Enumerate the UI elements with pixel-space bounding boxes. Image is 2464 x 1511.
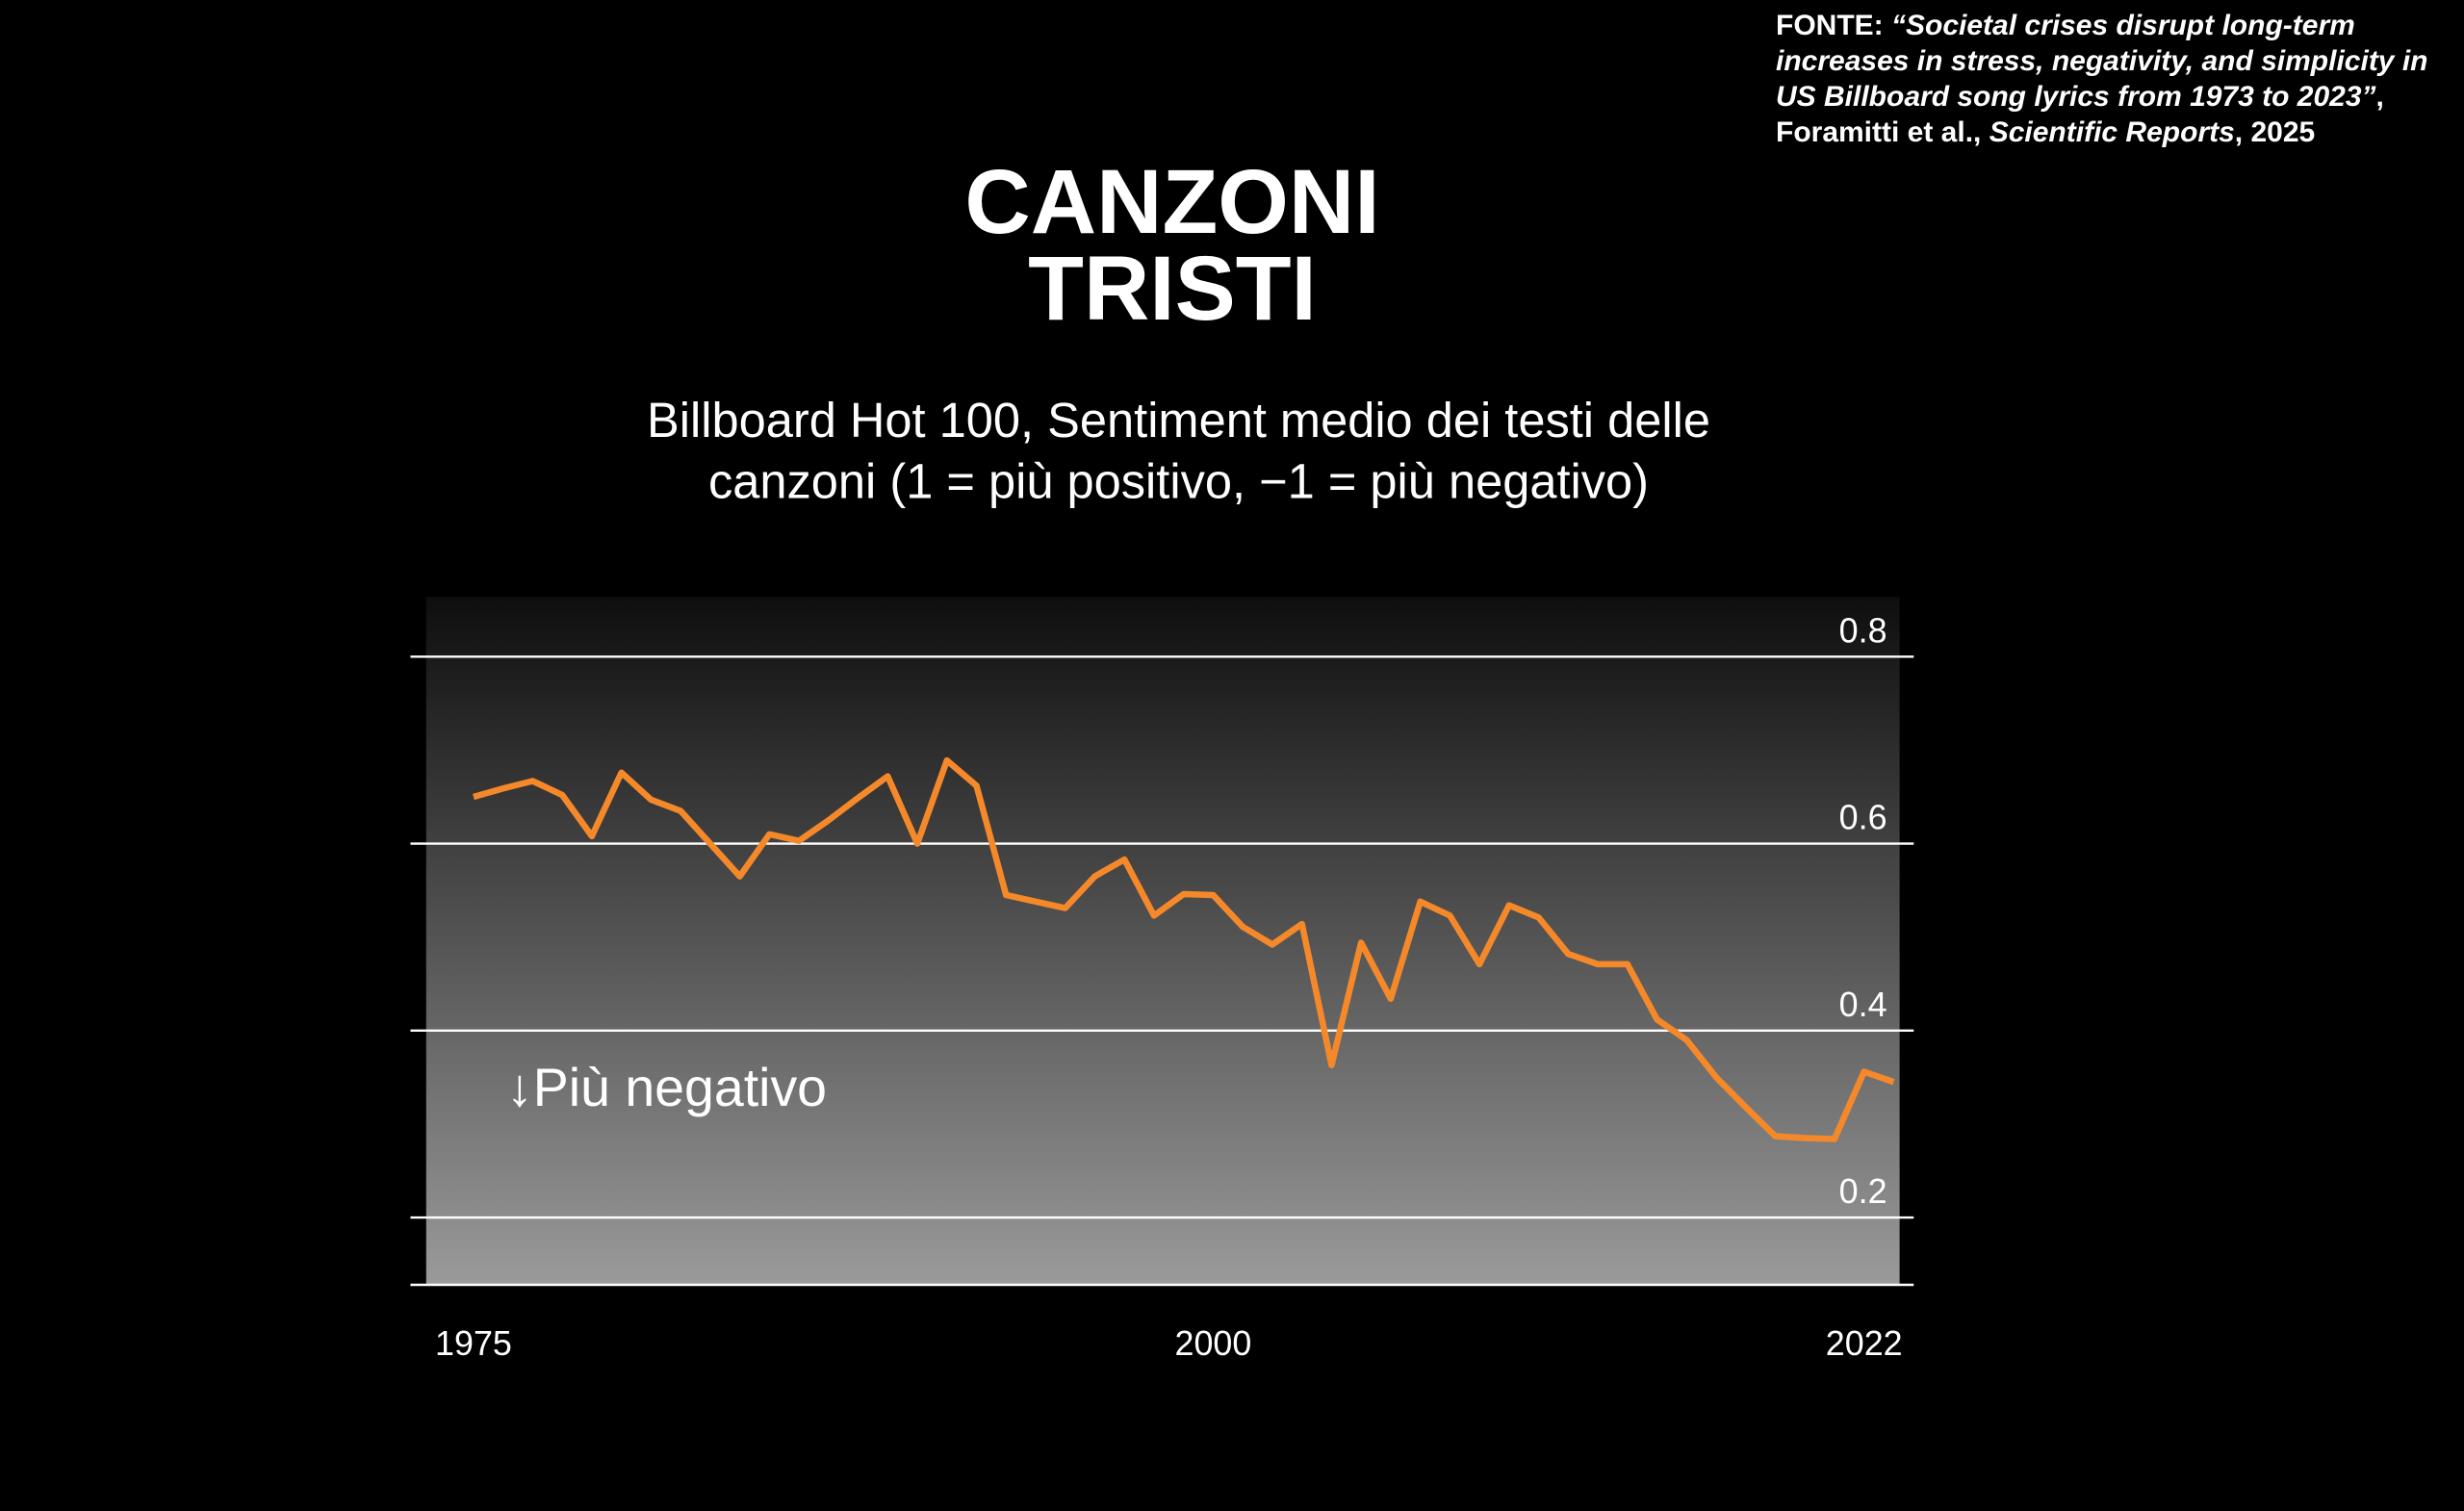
source-authors: , Foramitti et al., xyxy=(1776,81,2384,148)
source-year: , 2025 xyxy=(2234,116,2316,148)
source-note: FONTE: “Societal crises disrupt long-ter… xyxy=(1776,8,2454,150)
x-tick-label: 2022 xyxy=(1826,1324,1903,1363)
source-label: FONTE: xyxy=(1776,10,1891,41)
y-tick-label: 0.8 xyxy=(1839,611,1887,650)
annotation: ↓Più negativo xyxy=(506,1058,827,1117)
chart-subtitle: Billboard Hot 100, Sentiment medio dei t… xyxy=(647,393,1710,448)
x-tick-label: 2000 xyxy=(1175,1324,1252,1363)
y-tick-label: 0.2 xyxy=(1839,1172,1887,1211)
y-tick-label: 0.6 xyxy=(1839,799,1887,837)
plot-background xyxy=(425,597,1900,1285)
data-line xyxy=(473,756,1895,1142)
x-tick-label: 1975 xyxy=(435,1324,512,1363)
y-tick-label: 0.4 xyxy=(1839,986,1887,1024)
source-title: “Societal crises disrupt long-term incre… xyxy=(1776,10,2428,113)
chart-title: CANZONI xyxy=(964,151,1379,253)
chart-title: TRISTI xyxy=(1028,238,1317,340)
source-journal: Scientific Reports xyxy=(1989,116,2235,148)
chart-subtitle: canzoni (1 = più positivo, −1 = più nega… xyxy=(708,454,1649,509)
